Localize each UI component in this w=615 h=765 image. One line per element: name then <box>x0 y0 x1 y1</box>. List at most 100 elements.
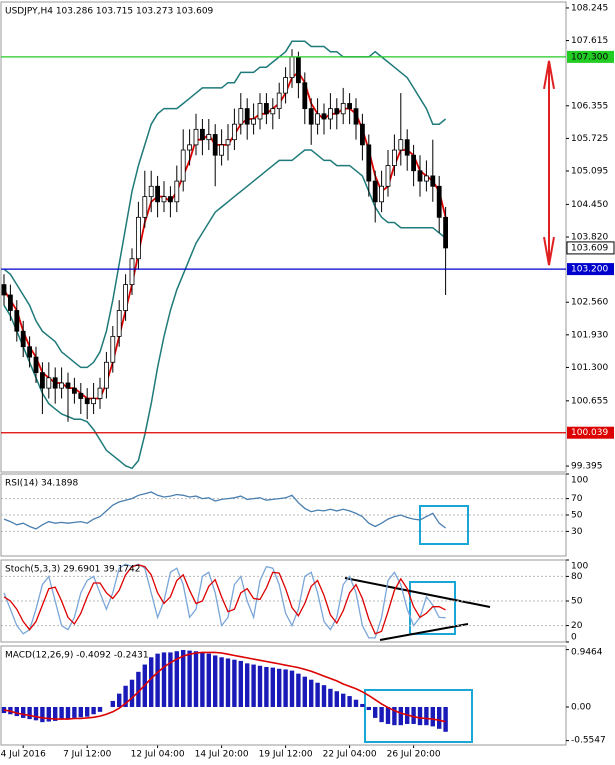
candle-body <box>180 149 186 182</box>
y-tick-label: 100.655 <box>571 396 608 406</box>
histogram-bar <box>72 706 77 718</box>
histogram-bar <box>219 657 224 707</box>
y-tick-label: 20 <box>571 621 583 631</box>
candle-body <box>366 144 372 182</box>
histogram-bar <box>27 706 32 720</box>
histogram-bar <box>334 691 339 707</box>
panel-title: USDJPY,H4 103.286 103.715 103.273 103.60… <box>5 7 214 17</box>
histogram-bar <box>424 706 429 726</box>
candle-body <box>257 103 263 120</box>
histogram-bar <box>289 670 295 707</box>
candle-body <box>193 128 199 146</box>
candle-body <box>123 284 128 311</box>
candle-body <box>129 258 135 286</box>
candle-body <box>404 139 410 156</box>
histogram-bar <box>360 703 365 707</box>
x-tick-label: 4 Jul 2016 <box>1 750 46 760</box>
trend-line <box>344 577 491 608</box>
candle-body <box>1 284 7 296</box>
candle-body <box>417 170 423 182</box>
arrow-head <box>543 60 555 90</box>
histogram-bar <box>437 706 442 729</box>
level-label: 100.039 <box>571 428 608 438</box>
candle-body <box>187 144 193 151</box>
histogram-bar <box>59 706 64 720</box>
candle-body <box>302 82 308 110</box>
candle-body <box>161 196 167 203</box>
level-label: 103.200 <box>571 265 608 275</box>
trend-line <box>379 623 469 641</box>
line <box>3 563 446 639</box>
candle-body <box>340 103 346 115</box>
y-tick-label: 100 <box>571 562 588 572</box>
candle-body <box>148 185 154 198</box>
candle-body <box>423 175 429 182</box>
highlight-box <box>364 689 473 743</box>
candle-body <box>33 356 39 374</box>
candle-body <box>155 185 161 203</box>
histogram-bar <box>232 659 237 707</box>
histogram-bar <box>315 682 320 707</box>
y-tick-label: 101.930 <box>571 330 608 340</box>
y-tick-label: 99.395 <box>571 462 603 472</box>
candle-body <box>251 118 257 125</box>
candle-body <box>379 185 385 203</box>
candle-body <box>436 185 442 218</box>
histogram-bar <box>53 706 58 721</box>
histogram-bar <box>309 679 314 707</box>
candle-body <box>327 108 333 120</box>
histogram-bar <box>430 706 435 727</box>
histogram-bar <box>341 693 346 707</box>
candle-body <box>283 77 289 94</box>
price-label-box <box>566 241 615 255</box>
candle-body <box>14 310 20 332</box>
highlight-box <box>409 581 456 635</box>
x-tick-label: 26 Jul 20:00 <box>387 750 441 760</box>
candle-body <box>135 216 141 260</box>
candle-body <box>219 144 225 156</box>
candle-body <box>91 398 96 405</box>
y-tick-label: 30 <box>571 527 583 537</box>
candle-body <box>52 377 58 389</box>
panel-title: MACD(12,26,9) -0.4092 -0.2431 <box>5 651 149 661</box>
candle-body <box>199 128 205 141</box>
histogram-bar <box>200 652 205 707</box>
candle-body <box>20 330 26 348</box>
panel <box>1 40 449 470</box>
y-tick-label: 50 <box>571 597 583 607</box>
candle-body <box>411 154 417 172</box>
candle-body <box>167 196 173 203</box>
histogram-bar <box>373 706 378 718</box>
y-tick-label: 70 <box>571 494 583 504</box>
histogram-bar <box>366 706 371 711</box>
histogram-bar <box>33 706 39 721</box>
histogram-bar <box>85 706 90 717</box>
candle-body <box>244 108 250 125</box>
histogram-bar <box>270 667 275 707</box>
histogram-bar <box>46 706 51 722</box>
histogram-bar <box>257 665 263 707</box>
level-label: 107.300 <box>571 52 608 62</box>
candle-body <box>276 92 282 110</box>
x-tick-label: 14 Jul 20:00 <box>195 750 249 760</box>
candle-body <box>430 175 436 187</box>
histogram-bar <box>245 663 250 707</box>
histogram-bar <box>277 668 282 707</box>
candle-body <box>321 113 327 120</box>
x-tick-label: 22 Jul 04:00 <box>323 750 377 760</box>
candle-body <box>84 398 90 405</box>
price-label: 103.609 <box>571 243 608 253</box>
candle-body <box>270 108 276 115</box>
candle-body <box>225 139 231 146</box>
candle-body <box>359 123 365 146</box>
candle-body <box>27 346 33 358</box>
y-tick-label: 102.560 <box>571 298 608 308</box>
histogram-bar <box>14 706 19 717</box>
candle-body <box>174 180 180 203</box>
y-tick-label: -0.5547 <box>571 736 606 746</box>
y-tick-label: 106.355 <box>571 101 608 111</box>
histogram-bar <box>181 650 186 707</box>
histogram-bar <box>321 685 327 707</box>
